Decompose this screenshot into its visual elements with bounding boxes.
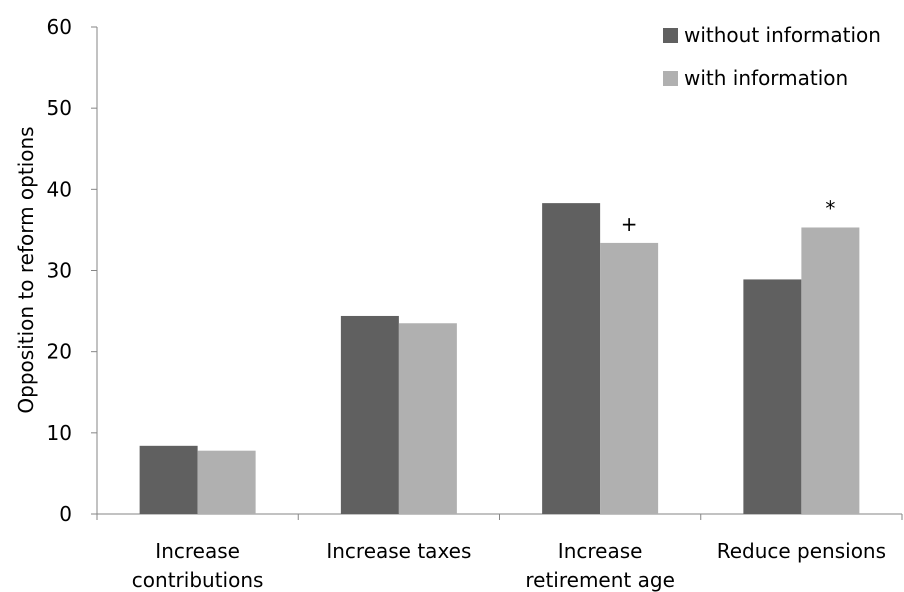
bar-with-information: [197, 450, 256, 514]
y-tick-label: 40: [47, 177, 72, 201]
x-category-label: Reduce pensions: [717, 539, 886, 563]
y-tick-label: 50: [47, 96, 72, 120]
legend-label: without information: [684, 23, 881, 47]
legend-swatch: [663, 28, 678, 43]
y-tick-label: 0: [59, 502, 72, 526]
x-category-label: Increase retirement age: [525, 539, 675, 592]
bar-without-information: [743, 279, 802, 514]
significance-marker: *: [825, 196, 835, 220]
plot-area: 0 10 20 30 40 50 60 Increase contributions Increa…: [47, 15, 903, 592]
bar-without-information: [139, 445, 198, 514]
y-tick-label: 60: [47, 15, 72, 39]
legend-swatch: [663, 71, 678, 86]
y-axis-title: Opposition to reform options: [14, 126, 38, 413]
significance-marker: +: [621, 212, 638, 236]
x-category-label: Increase taxes: [326, 539, 471, 563]
x-category-label: Increase contributions: [132, 539, 264, 592]
y-tick-label: 20: [47, 340, 72, 364]
bar-with-information: [801, 227, 860, 514]
bar-with-information: [398, 323, 457, 514]
y-tick-label: 30: [47, 259, 72, 283]
bar-with-information: [600, 242, 659, 515]
bar-without-information: [542, 203, 601, 515]
legend-label: with information: [684, 66, 848, 90]
y-tick-label: 10: [47, 421, 72, 445]
bar-without-information: [340, 315, 399, 514]
legend: without information with information: [663, 23, 881, 90]
